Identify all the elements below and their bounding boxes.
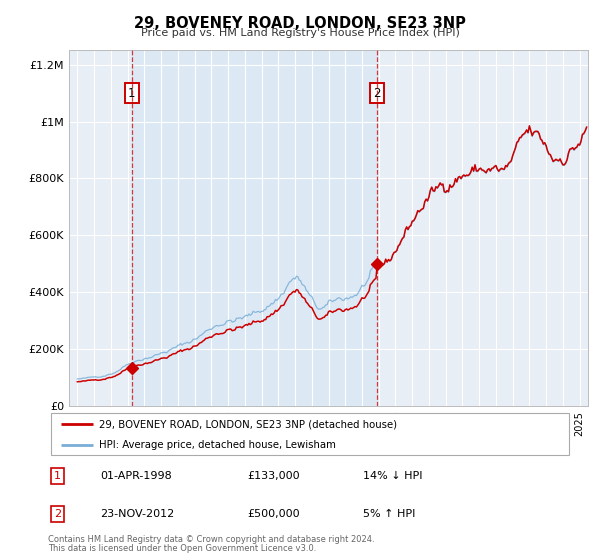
Text: 1: 1	[128, 87, 136, 100]
FancyBboxPatch shape	[50, 413, 569, 455]
Text: 01-APR-1998: 01-APR-1998	[101, 471, 172, 481]
Text: 1: 1	[54, 471, 61, 481]
Text: £133,000: £133,000	[248, 471, 300, 481]
Text: This data is licensed under the Open Government Licence v3.0.: This data is licensed under the Open Gov…	[48, 544, 316, 553]
Text: 14% ↓ HPI: 14% ↓ HPI	[363, 471, 422, 481]
Text: 29, BOVENEY ROAD, LONDON, SE23 3NP: 29, BOVENEY ROAD, LONDON, SE23 3NP	[134, 16, 466, 31]
Text: £500,000: £500,000	[248, 509, 300, 519]
Text: HPI: Average price, detached house, Lewisham: HPI: Average price, detached house, Lewi…	[100, 440, 337, 450]
Text: 5% ↑ HPI: 5% ↑ HPI	[363, 509, 415, 519]
Bar	[132, 50, 377, 406]
Text: 2: 2	[373, 87, 381, 100]
Text: 23-NOV-2012: 23-NOV-2012	[101, 509, 175, 519]
Text: Price paid vs. HM Land Registry's House Price Index (HPI): Price paid vs. HM Land Registry's House …	[140, 28, 460, 38]
Text: 29, BOVENEY ROAD, LONDON, SE23 3NP (detached house): 29, BOVENEY ROAD, LONDON, SE23 3NP (deta…	[100, 419, 398, 429]
Text: 2: 2	[54, 509, 61, 519]
Text: Contains HM Land Registry data © Crown copyright and database right 2024.: Contains HM Land Registry data © Crown c…	[48, 535, 374, 544]
